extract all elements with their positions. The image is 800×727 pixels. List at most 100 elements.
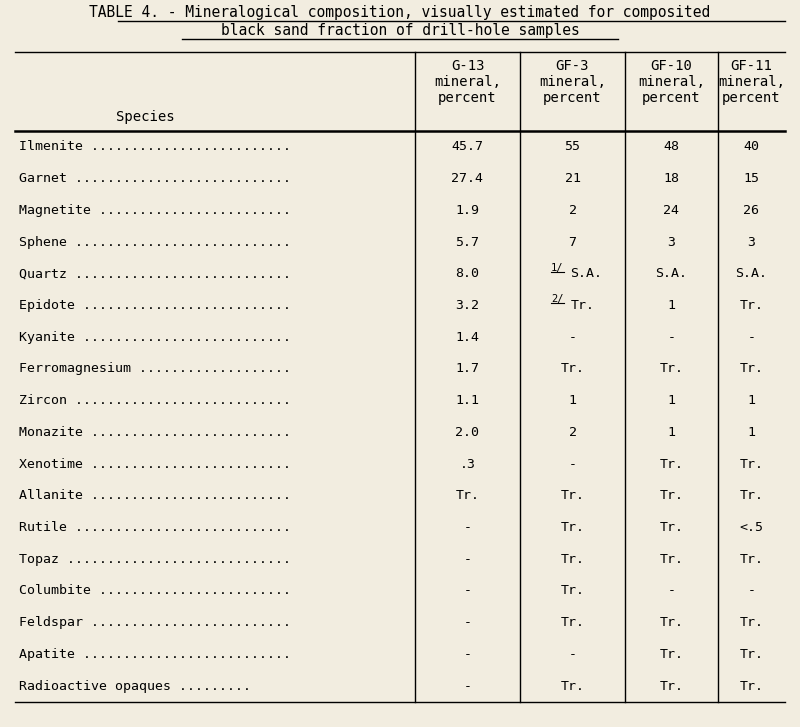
Text: Tr.: Tr. [739,680,763,693]
Text: Tr.: Tr. [659,648,683,661]
Text: 1: 1 [747,426,755,439]
Text: -: - [667,331,675,344]
Text: Tr.: Tr. [739,616,763,629]
Text: Tr.: Tr. [739,299,763,312]
Text: mineral,: mineral, [718,75,785,89]
Text: Ilmenite .........................: Ilmenite ......................... [19,140,291,153]
Text: S.A.: S.A. [655,268,687,280]
Text: -: - [747,331,755,344]
Text: Tr.: Tr. [561,363,585,375]
Text: 1: 1 [667,426,675,439]
Text: Tr.: Tr. [659,521,683,534]
Text: Species: Species [116,110,174,124]
Text: 18: 18 [663,172,679,185]
Text: Quartz ...........................: Quartz ........................... [19,268,291,280]
Text: 1: 1 [747,394,755,407]
Text: 1: 1 [569,394,577,407]
Text: G-13: G-13 [450,59,484,73]
Text: Magnetite ........................: Magnetite ........................ [19,204,291,217]
Text: Epidote ..........................: Epidote .......................... [19,299,291,312]
Text: Tr.: Tr. [659,363,683,375]
Text: S.A.: S.A. [570,268,602,280]
Text: -: - [463,648,471,661]
Text: Tr.: Tr. [570,299,594,312]
Text: 55: 55 [565,140,581,153]
Text: Ferromagnesium ...................: Ferromagnesium ................... [19,363,291,375]
Text: -: - [463,680,471,693]
Text: 24: 24 [663,204,679,217]
Text: S.A.: S.A. [735,268,767,280]
Text: 3: 3 [747,236,755,249]
Text: Tr.: Tr. [561,680,585,693]
Text: Columbite ........................: Columbite ........................ [19,585,291,598]
Text: Tr.: Tr. [659,616,683,629]
Text: 21: 21 [565,172,581,185]
Text: 1: 1 [667,394,675,407]
Text: Tr.: Tr. [561,553,585,566]
Text: Tr.: Tr. [739,553,763,566]
Text: -: - [463,585,471,598]
Text: 15: 15 [743,172,759,185]
Text: percent: percent [642,91,701,105]
Text: GF-10: GF-10 [650,59,693,73]
Text: Allanite .........................: Allanite ......................... [19,489,291,502]
Text: Tr.: Tr. [561,521,585,534]
Text: Sphene ...........................: Sphene ........................... [19,236,291,249]
Text: Topaz ............................: Topaz ............................ [19,553,291,566]
Text: Kyanite ..........................: Kyanite .......................... [19,331,291,344]
Text: 1.1: 1.1 [455,394,479,407]
Text: Tr.: Tr. [739,648,763,661]
Text: 1: 1 [667,299,675,312]
Text: 2: 2 [569,204,577,217]
Text: 40: 40 [743,140,759,153]
Text: Tr.: Tr. [561,616,585,629]
Text: Tr.: Tr. [455,489,479,502]
Text: 1.7: 1.7 [455,363,479,375]
Text: <.5: <.5 [739,521,763,534]
Text: 1.4: 1.4 [455,331,479,344]
Text: Xenotime .........................: Xenotime ......................... [19,457,291,470]
Text: percent: percent [543,91,602,105]
Text: Tr.: Tr. [659,489,683,502]
Text: Apatite ..........................: Apatite .......................... [19,648,291,661]
Text: Tr.: Tr. [739,457,763,470]
Text: 26: 26 [743,204,759,217]
Text: -: - [747,585,755,598]
Text: -: - [569,648,577,661]
Text: GF-3: GF-3 [556,59,590,73]
Text: 27.4: 27.4 [451,172,483,185]
Text: Garnet ...........................: Garnet ........................... [19,172,291,185]
Text: Radioactive opaques .........: Radioactive opaques ......... [19,680,251,693]
Text: GF-11: GF-11 [730,59,773,73]
Text: -: - [569,457,577,470]
Text: 8.0: 8.0 [455,268,479,280]
Text: mineral,: mineral, [434,75,501,89]
Text: 1/: 1/ [551,262,563,273]
Text: black sand fraction of drill-hole samples: black sand fraction of drill-hole sample… [221,23,579,39]
Text: -: - [463,521,471,534]
Text: percent: percent [722,91,781,105]
Text: Tr.: Tr. [739,363,763,375]
Text: Tr.: Tr. [659,553,683,566]
Text: mineral,: mineral, [539,75,606,89]
Text: -: - [569,331,577,344]
Text: .3: .3 [459,457,475,470]
Text: 48: 48 [663,140,679,153]
Text: -: - [463,553,471,566]
Text: 7: 7 [569,236,577,249]
Text: Tr.: Tr. [659,680,683,693]
Text: Feldspar .........................: Feldspar ......................... [19,616,291,629]
Text: Tr.: Tr. [739,489,763,502]
Text: 2.0: 2.0 [455,426,479,439]
Text: Monazite .........................: Monazite ......................... [19,426,291,439]
Text: Tr.: Tr. [561,489,585,502]
Text: TABLE 4. - Mineralogical composition, visually estimated for composited: TABLE 4. - Mineralogical composition, vi… [90,6,710,20]
Text: percent: percent [438,91,497,105]
Text: 1.9: 1.9 [455,204,479,217]
Text: 5.7: 5.7 [455,236,479,249]
Text: 2/: 2/ [551,294,563,305]
Text: 3: 3 [667,236,675,249]
Text: Rutile ...........................: Rutile ........................... [19,521,291,534]
Text: 3.2: 3.2 [455,299,479,312]
Text: -: - [463,616,471,629]
